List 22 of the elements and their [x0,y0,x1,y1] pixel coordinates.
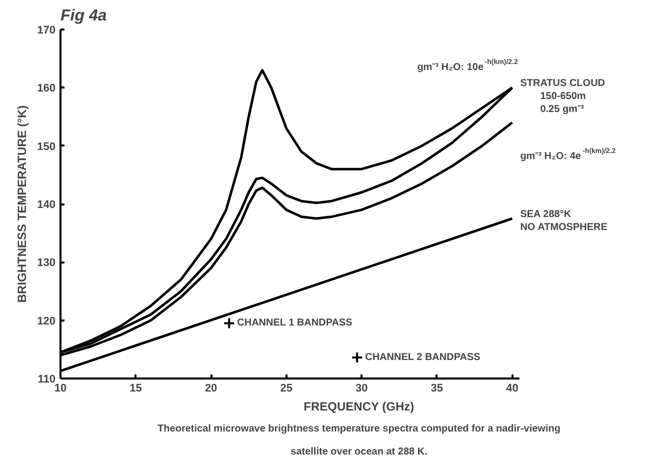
y-axis-title: BRIGHTNESS TEMPERATURE (°K) [15,105,30,303]
y-tick-label: 130 [37,257,56,270]
x-axis-title: FREQUENCY (GHz) [304,400,414,414]
y-tick-label: 120 [37,315,56,328]
x-tick-label: 25 [280,382,292,394]
annotation: CHANNEL 2 BANDPASS [365,352,481,364]
x-tick-label: 15 [130,382,142,394]
x-tick-label: 40 [506,382,518,394]
y-tick-label: 140 [37,199,56,211]
x-tick-label: 20 [204,382,218,394]
series-label: STRATUS CLOUD 150-650m 0.25 gm⁻³ [520,78,606,116]
y-tick-label: 170 [37,24,56,36]
x-tick-label: 10 [54,382,67,394]
series-label: SEA 288°K NO ATMOSPHERE [520,209,608,234]
x-tick-label: 35 [430,382,444,394]
annotation: CHANNEL 1 BANDPASS [237,318,353,329]
x-tick-label: 30 [356,382,368,394]
y-tick-label: 160 [37,82,56,95]
y-tick-label: 110 [38,374,56,386]
y-tick-label: 150 [37,140,56,153]
text: Theoretical microwave brightness temperature spectra computed for a nadir-viewing satellite over ocean at 288 K. [158,424,560,458]
chart-title: Fig 4a [60,8,107,24]
